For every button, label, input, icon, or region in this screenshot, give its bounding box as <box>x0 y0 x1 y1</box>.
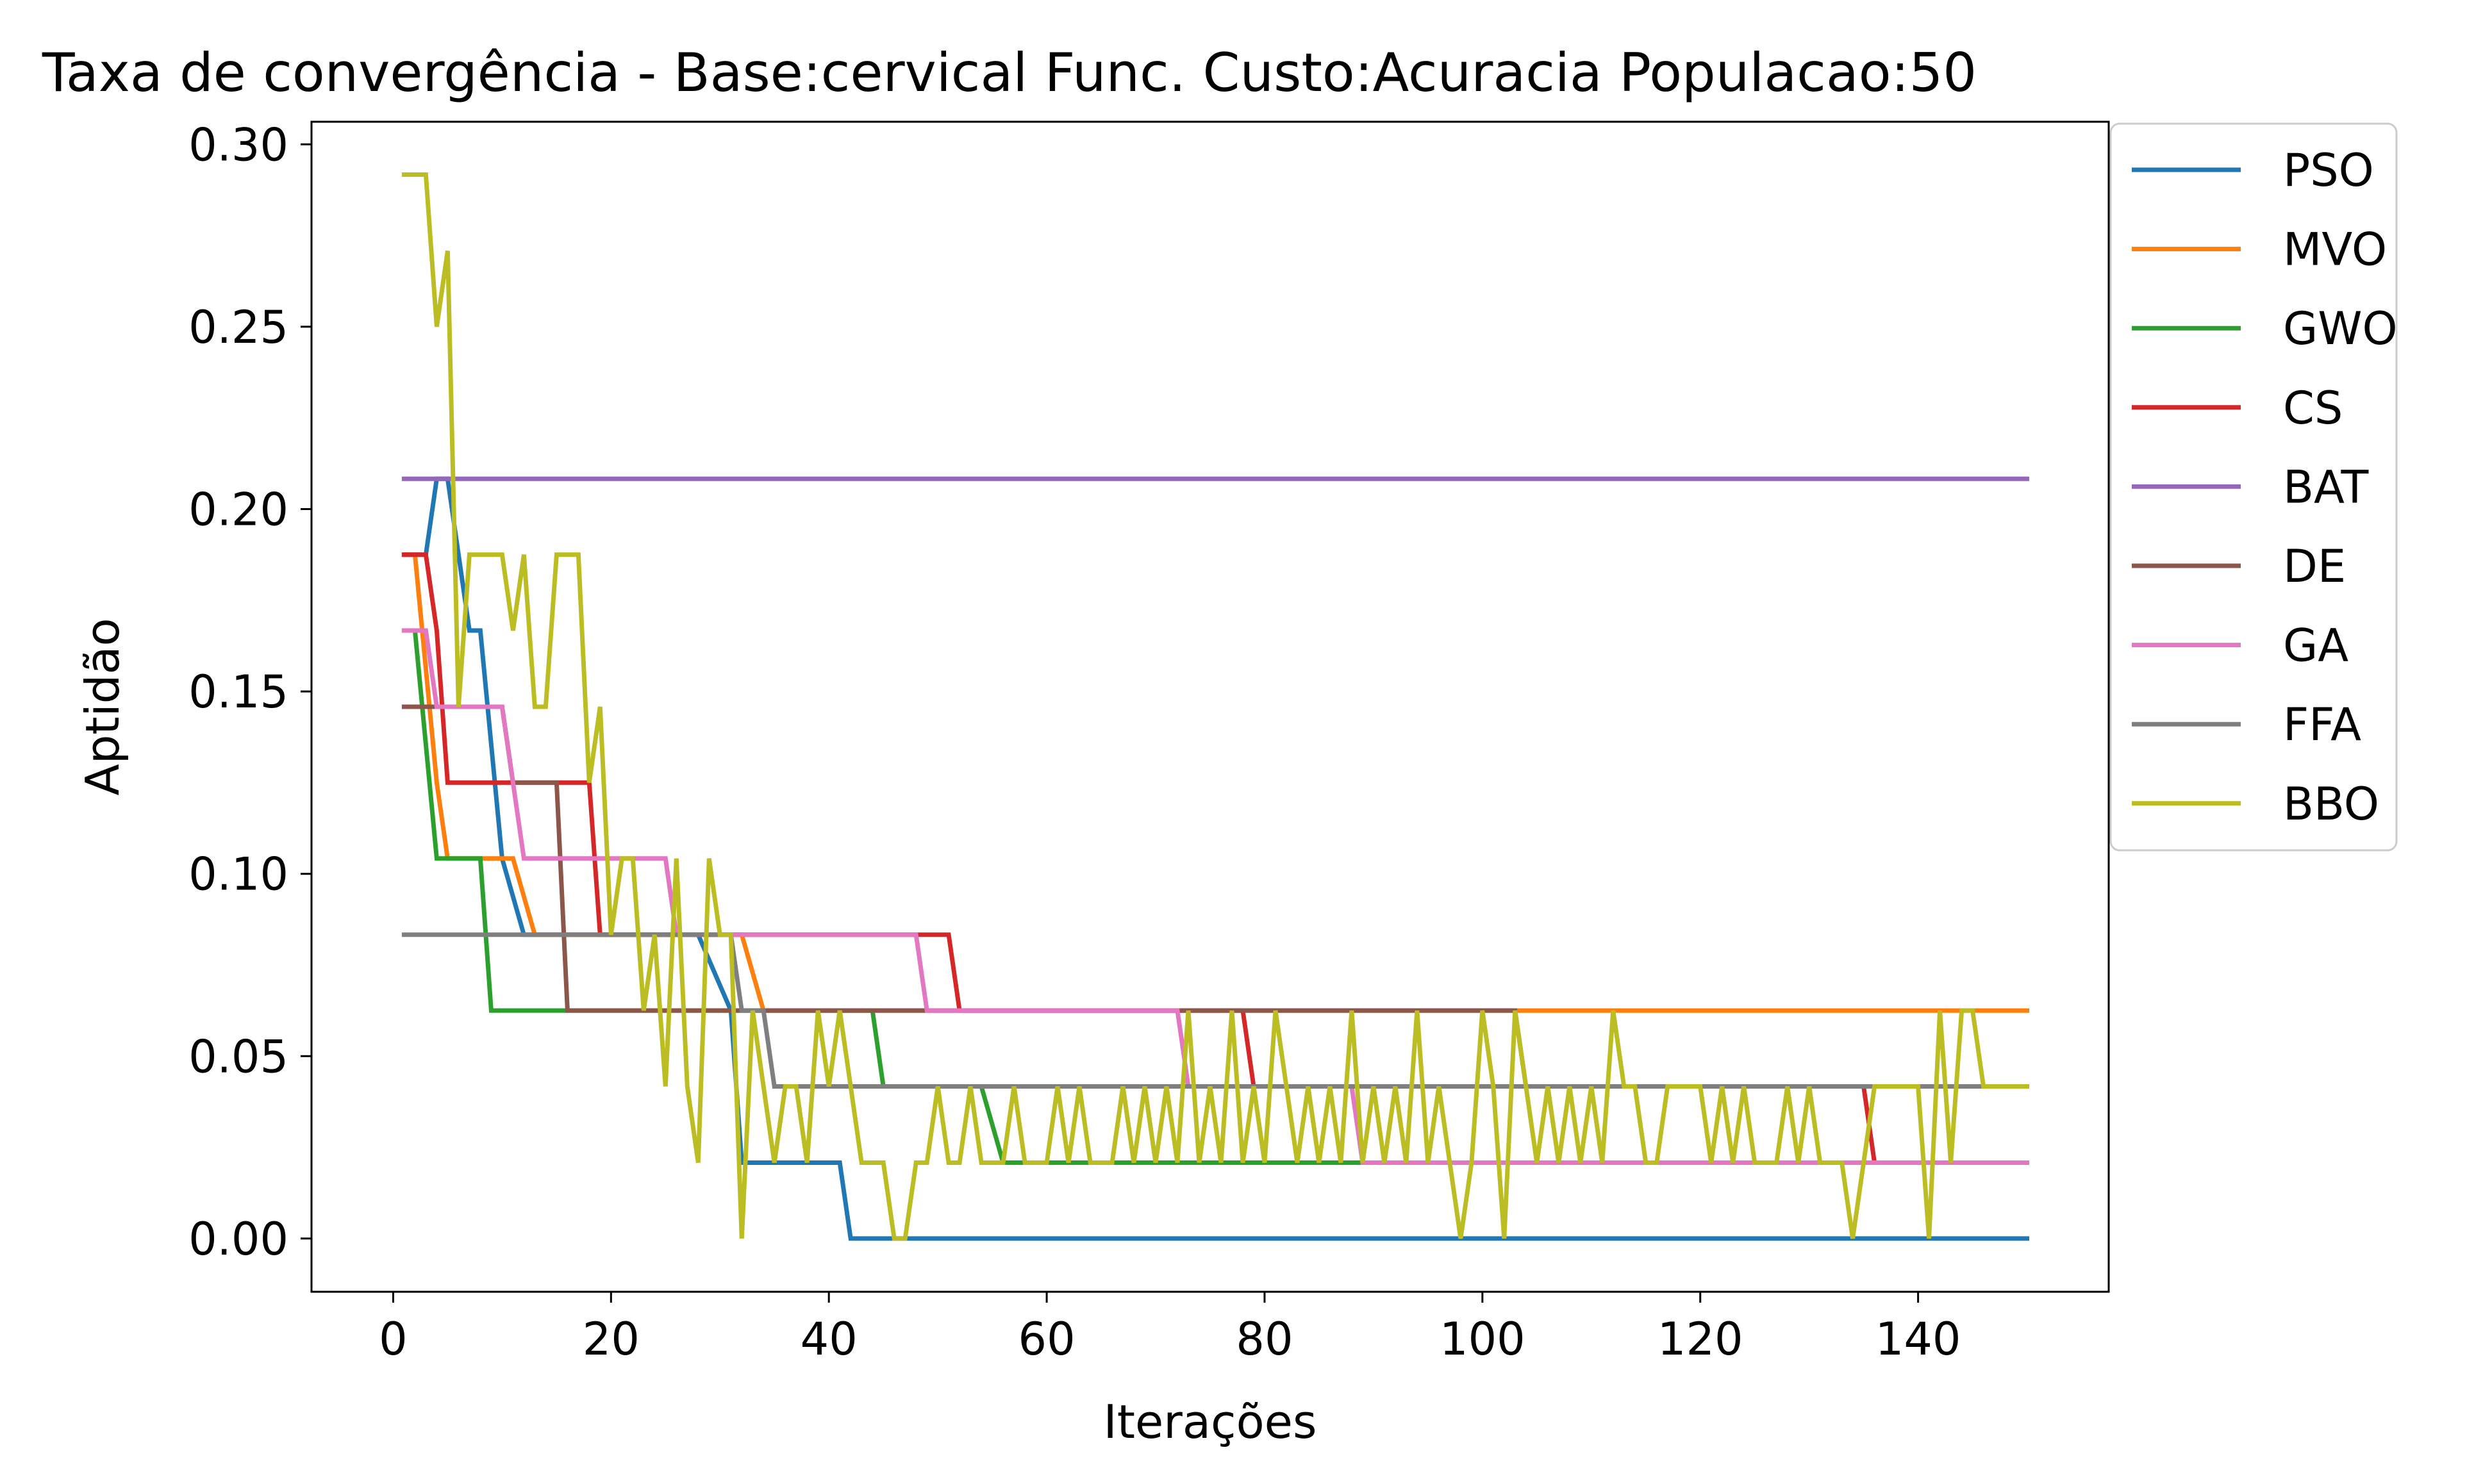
legend-label-ffa: FFA <box>2283 698 2361 751</box>
legend: PSO MVO GWO CS BAT DE GA FFA BBO <box>2109 122 2398 852</box>
y-axis-label: Aptidão <box>76 618 129 795</box>
x-tick-label: 120 <box>1657 1313 1743 1365</box>
x-tick-label: 100 <box>1440 1313 1525 1365</box>
x-tick-label: 0 <box>379 1313 408 1365</box>
series-line-bbo <box>401 172 2029 1241</box>
y-tick-label: 0.15 <box>188 666 288 718</box>
x-tick-label: 20 <box>583 1313 640 1365</box>
series-layer <box>401 172 2029 1241</box>
legend-label-mvo: MVO <box>2283 224 2387 276</box>
legend-label-de: DE <box>2283 540 2346 593</box>
plot-background <box>311 122 2109 1292</box>
y-tick-label: 0.30 <box>188 119 288 171</box>
x-tick-label: 40 <box>801 1313 858 1365</box>
legend-label-gwo: GWO <box>2283 302 2398 355</box>
y-tick-label: 0.25 <box>188 301 288 354</box>
legend-label-pso: PSO <box>2283 144 2374 197</box>
y-tick-label: 0.20 <box>188 483 288 536</box>
x-axis-label: Iterações <box>1104 1395 1317 1449</box>
x-tick-label: 60 <box>1018 1313 1076 1365</box>
y-tick-label: 0.05 <box>188 1030 288 1083</box>
legend-label-cs: CS <box>2283 382 2343 434</box>
chart-title: Taxa de convergência - Base:cervical Fun… <box>42 42 1977 104</box>
legend-box <box>2109 122 2398 852</box>
y-axis: 0.00 0.05 0.10 0.15 0.20 0.25 0.30 <box>188 119 311 1266</box>
plot-frame <box>310 120 2110 1293</box>
x-tick-label: 140 <box>1875 1313 1961 1365</box>
series-line-gwo <box>401 628 2029 1165</box>
legend-label-bbo: BBO <box>2283 778 2379 830</box>
legend-label-ga: GA <box>2283 620 2348 672</box>
x-axis: 0 20 40 60 80 100 120 140 <box>379 1292 1961 1365</box>
legend-label-bat: BAT <box>2283 461 2368 513</box>
x-tick-label: 80 <box>1236 1313 1293 1365</box>
y-tick-label: 0.00 <box>188 1213 288 1266</box>
series-line-mvo <box>401 552 2029 1013</box>
y-tick-label: 0.10 <box>188 848 288 901</box>
